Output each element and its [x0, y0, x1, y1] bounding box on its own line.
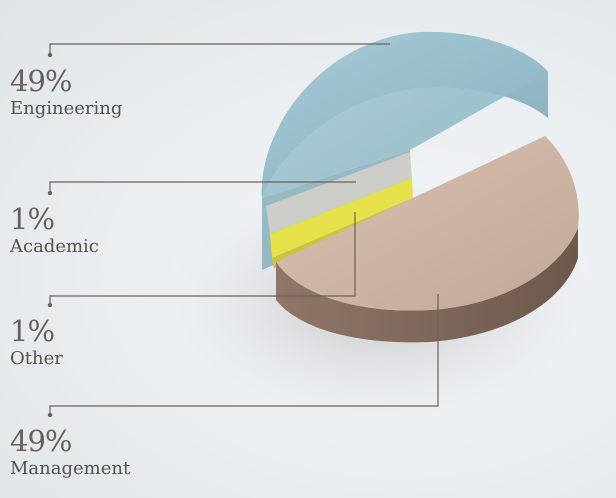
slice-management [276, 136, 579, 343]
leader-dot-management [47, 412, 53, 418]
slice-engineering-top [261, 31, 548, 199]
category-label-other: Other [10, 348, 63, 369]
label-engineering: 49% Engineering [10, 66, 230, 120]
slice-academic [270, 178, 413, 258]
leader-line-academic [49, 181, 356, 192]
leader-line-engineering [49, 43, 390, 54]
label-management: 49% Management [10, 426, 230, 480]
category-label-management: Management [10, 458, 131, 479]
label-other: 1% Other [10, 316, 230, 370]
leader-dot-academic [47, 190, 53, 196]
leader-dot-other [47, 302, 53, 308]
slice-management-top [276, 136, 579, 311]
leader-line-management [49, 294, 439, 414]
value-label-engineering: 49% [10, 64, 72, 98]
leader-dot-engineering [47, 52, 53, 58]
leader-line-other [49, 212, 356, 304]
slice-management-side [276, 228, 578, 343]
label-academic: 1% Academic [10, 204, 230, 258]
slice-other [266, 152, 412, 234]
category-label-academic: Academic [10, 236, 99, 257]
value-label-academic: 1% [10, 202, 55, 236]
value-label-other: 1% [10, 314, 55, 348]
value-label-management: 49% [10, 424, 72, 458]
category-label-engineering: Engineering [10, 98, 123, 119]
